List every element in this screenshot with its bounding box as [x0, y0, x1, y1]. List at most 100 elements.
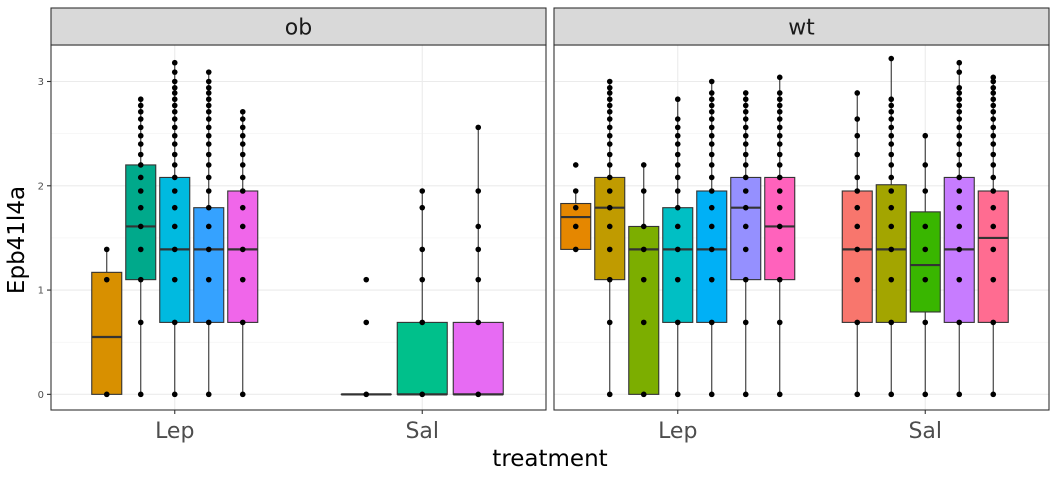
data-point [990, 141, 997, 147]
y-tick-label: 2 [38, 181, 44, 192]
data-point [171, 132, 178, 139]
data-point [854, 204, 861, 211]
data-point [776, 276, 783, 283]
data-point [171, 116, 178, 122]
data-point [708, 78, 715, 85]
data-point [239, 108, 246, 115]
data-point [888, 223, 895, 230]
data-point [956, 174, 963, 181]
data-point [363, 391, 370, 398]
data-point [137, 188, 144, 194]
data-point [708, 223, 715, 230]
data-point [742, 124, 749, 131]
data-point [956, 84, 963, 91]
data-point [990, 132, 997, 139]
data-point [640, 391, 647, 398]
data-point [888, 188, 895, 194]
box-body [91, 271, 123, 395]
data-point [137, 162, 144, 168]
data-point [674, 174, 681, 181]
box-ob-Lep-4 [193, 69, 225, 398]
data-point [888, 276, 895, 283]
data-point [239, 276, 246, 283]
data-point [572, 246, 579, 253]
data-point [708, 108, 715, 115]
data-point [674, 151, 681, 158]
data-point [708, 132, 715, 139]
data-point [922, 276, 929, 283]
data-point [674, 391, 681, 398]
data-point [854, 132, 861, 139]
box-wt-Lep-4 [662, 96, 694, 398]
data-point [956, 223, 963, 230]
data-point [888, 246, 895, 253]
data-point [922, 391, 929, 398]
data-point [475, 276, 482, 283]
data-point [572, 223, 579, 230]
data-point [171, 59, 178, 66]
data-point [239, 204, 246, 211]
x-tick-label: Lep [155, 419, 194, 444]
box-ob-Lep-2 [125, 96, 157, 398]
data-point [171, 124, 178, 131]
data-point [205, 116, 212, 122]
data-point [239, 141, 246, 147]
strip-background [50, 7, 547, 46]
box-ob-Sal-1 [340, 276, 392, 398]
data-point [708, 96, 715, 103]
data-point [990, 162, 997, 168]
data-point [606, 132, 613, 139]
y-axis-title: Epb41l4a [4, 186, 30, 294]
data-point [888, 319, 895, 326]
data-point [205, 96, 212, 103]
data-point [205, 69, 212, 75]
data-point [239, 151, 246, 158]
data-point [888, 96, 895, 103]
box-wt-Sal-1 [841, 90, 873, 398]
data-point [708, 116, 715, 122]
data-point [137, 319, 144, 326]
x-tick-label: Sal [908, 419, 942, 444]
data-point [742, 246, 749, 253]
data-point [171, 69, 178, 75]
data-point [776, 204, 783, 211]
data-point [776, 174, 783, 181]
data-point [674, 162, 681, 168]
data-point [137, 141, 144, 147]
data-point [171, 391, 178, 398]
data-point [239, 246, 246, 253]
data-point [205, 124, 212, 131]
box-body [452, 321, 504, 395]
data-point [419, 204, 426, 211]
data-point [171, 151, 178, 158]
data-point [854, 223, 861, 230]
box-body [628, 225, 660, 395]
box-wt-Sal-2 [875, 55, 907, 398]
data-point [956, 141, 963, 147]
data-point [708, 276, 715, 283]
data-point [640, 223, 647, 230]
data-point [888, 132, 895, 139]
data-point [956, 116, 963, 122]
data-point [708, 188, 715, 194]
data-point [419, 319, 426, 326]
data-point [990, 90, 997, 96]
data-point [363, 276, 370, 283]
y-axis: 0 1 2 3 [38, 77, 51, 401]
y-tick-label: 3 [38, 77, 44, 88]
data-point [990, 276, 997, 283]
data-point [854, 246, 861, 253]
box-wt-Lep-3 [628, 162, 660, 398]
data-point [674, 319, 681, 326]
data-point [674, 188, 681, 194]
data-point [137, 108, 144, 115]
box-body [125, 164, 157, 281]
data-point [854, 90, 861, 96]
data-point [137, 174, 144, 181]
data-point [708, 162, 715, 168]
data-point [674, 246, 681, 253]
data-point [171, 204, 178, 211]
data-point [742, 108, 749, 115]
data-point [171, 162, 178, 168]
data-point [606, 223, 613, 230]
